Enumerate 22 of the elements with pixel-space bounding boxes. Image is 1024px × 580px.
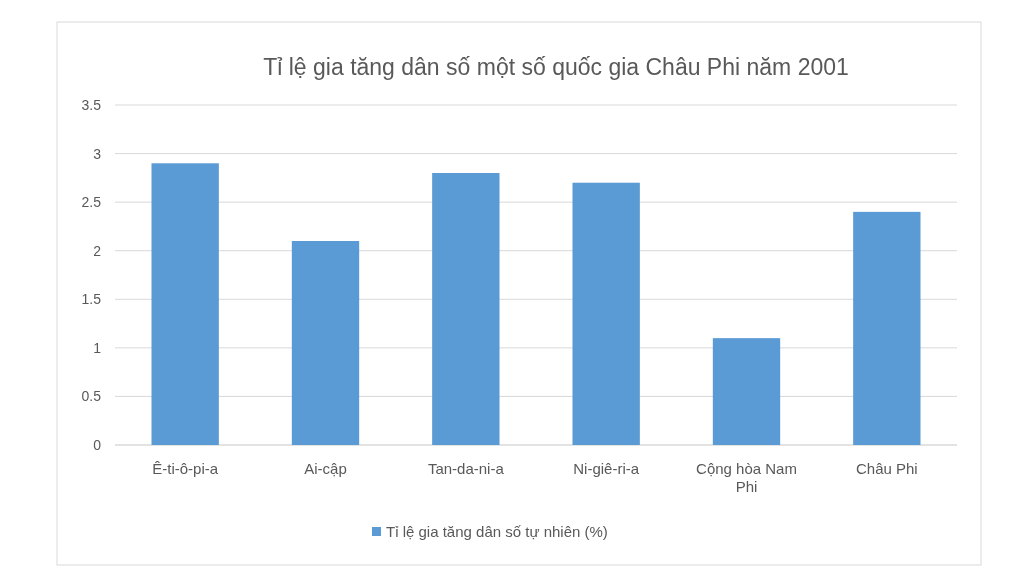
y-tick-label: 3.5 xyxy=(81,97,102,113)
bar xyxy=(712,338,781,445)
bar xyxy=(291,241,360,445)
chart-title: Tỉ lệ gia tăng dân số một số quốc gia Châu Phi năm 2001 xyxy=(263,54,849,80)
y-tick-label: 0 xyxy=(93,437,102,453)
legend-label: Tỉ lệ gia tăng dân số tự nhiên (%) xyxy=(386,523,608,540)
y-tick-label: 1.5 xyxy=(81,291,102,308)
x-tick-label: Ai-cập xyxy=(304,460,347,477)
x-tick-label: Ni-giê-ri-a xyxy=(573,460,640,477)
y-tick-label: 2.5 xyxy=(81,194,102,211)
bar xyxy=(151,163,219,445)
y-tick-label: 0.5 xyxy=(81,388,102,405)
y-tick-label: 1 xyxy=(93,339,102,356)
x-tick-label: Ê-ti-ô-pi-a xyxy=(152,460,219,477)
x-tick-label: Châu Phi xyxy=(855,460,918,477)
bar xyxy=(572,182,640,445)
x-tick-label: Cộng hòa Nam Phi xyxy=(696,460,797,495)
bar xyxy=(432,173,500,445)
y-tick-label: 3 xyxy=(93,145,102,162)
bar xyxy=(853,211,921,445)
x-tick-label: Tan-da-ni-a xyxy=(427,460,505,477)
y-tick-label: 2 xyxy=(93,242,102,259)
